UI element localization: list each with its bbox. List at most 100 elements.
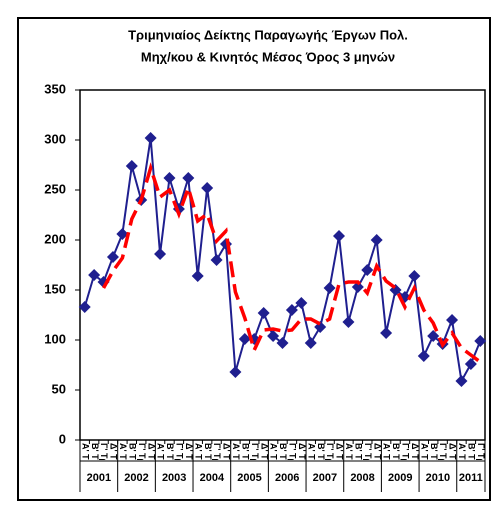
x-tick-label: Γ' Τρ. [99,443,109,467]
data-point [191,270,204,282]
y-tick-label: 150 [44,281,66,296]
data-point [229,366,242,378]
data-point [267,330,280,342]
data-point [427,330,440,342]
data-point [370,234,383,246]
year-label: 2007 [313,472,337,484]
year-label: 2005 [237,472,261,484]
x-tick-label: Β' Τρ. [316,443,326,468]
x-tick-label: Δ' Τρ. [297,443,307,468]
data-point [351,281,364,293]
x-tick-label: Γ' Τρ. [476,443,486,467]
x-tick-label: Α' Τρ. [419,443,429,468]
x-tick-label: Β' Τρ. [466,443,476,468]
data-point [163,172,176,184]
x-tick-label: Γ' Τρ. [438,443,448,467]
x-tick-label: Δ' Τρ. [372,443,382,468]
data-point [408,270,421,282]
plot-area [79,89,486,441]
x-tick-label: Δ' Τρ. [410,443,420,468]
x-tick-label: Β' Τρ. [353,443,363,468]
x-tick-label: Β' Τρ. [90,443,100,468]
x-tick-label: Δ' Τρ. [222,443,232,468]
x-tick-label: Γ' Τρ. [325,443,335,467]
data-point [276,337,289,349]
x-tick-label: Δ' Τρ. [259,443,269,468]
x-tick-label: Α' Τρ. [344,443,354,468]
x-tick-label: Α' Τρ. [118,443,128,468]
x-tick-label: Γ' Τρ. [250,443,260,467]
data-point [342,316,355,328]
data-point [182,172,195,184]
year-label: 2011 [459,472,483,484]
data-point [295,297,308,309]
data-point [125,160,138,172]
x-tick-label: Α' Τρ. [382,443,392,468]
data-point [323,282,336,294]
chart-frame [17,17,491,501]
data-point [304,337,317,349]
x-tick-label: Α' Τρ. [80,443,90,468]
y-tick-label: 200 [44,231,66,246]
year-label: 2009 [388,472,412,484]
data-point [78,301,91,313]
year-label: 2003 [162,472,186,484]
data-point [361,264,374,276]
x-tick-label: Α' Τρ. [193,443,203,468]
data-point [257,307,270,319]
x-tick-label: Α' Τρ. [306,443,316,468]
data-point [380,327,393,339]
data-point [210,254,223,266]
data-point [154,248,167,260]
x-tick-label: Γ' Τρ. [212,443,222,467]
data-point [446,314,459,326]
year-label: 2001 [87,472,111,484]
x-tick-label: Β' Τρ. [240,443,250,468]
y-tick-label: 100 [44,331,66,346]
chart-title: Μηχ/κου & Κινητός Μέσος Όρος 3 μηνών [141,49,395,64]
data-point [106,251,119,263]
y-tick-label: 350 [44,81,66,96]
x-tick-label: Β' Τρ. [165,443,175,468]
data-point [417,350,430,362]
chart-title: Τριμηνιαίος Δείκτης Παραγωγής Έργων Πολ. [128,27,408,42]
x-tick-label: Γ' Τρ. [175,443,185,467]
x-tick-label: Β' Τρ. [429,443,439,468]
data-point [116,228,129,240]
x-tick-label: Γ' Τρ. [137,443,147,467]
x-tick-label: Δ' Τρ. [184,443,194,468]
x-tick-label: Α' Τρ. [269,443,279,468]
y-tick-label: 50 [52,381,66,396]
year-label: 2006 [275,472,299,484]
x-tick-label: Δ' Τρ. [335,443,345,468]
x-tick-label: Γ' Τρ. [363,443,373,467]
year-label: 2002 [124,472,148,484]
x-tick-label: Δ' Τρ. [109,443,119,468]
data-point [333,230,346,242]
x-tick-label: Δ' Τρ. [146,443,156,468]
y-tick-label: 250 [44,181,66,196]
data-point [238,333,251,345]
data-point [474,335,487,347]
y-tick-label: 300 [44,131,66,146]
data-point [88,269,101,281]
year-label: 2008 [350,472,374,484]
data-point [285,304,298,316]
data-point [201,182,214,194]
moving-average-line [102,162,482,364]
x-tick-label: Β' Τρ. [203,443,213,468]
category-labels: Α' Τρ. Β' Τρ. Γ' Τρ. Δ' Τρ. Α' Τρ. Β' Τρ. Γ' Τ… [80,443,486,468]
x-tick-label: Β' Τρ. [391,443,401,468]
x-tick-label: Δ' Τρ. [448,443,458,468]
year-label: 2004 [200,472,225,484]
data-point [455,375,468,387]
x-tick-label: Α' Τρ. [231,443,241,468]
x-tick-label: Β' Τρ. [278,443,288,468]
x-tick-label: Β' Τρ. [127,443,137,468]
x-tick-label: Α' Τρ. [457,443,467,468]
year-label: 2010 [426,472,450,484]
x-tick-label: Γ' Τρ. [288,443,298,467]
x-tick-label: Γ' Τρ. [401,443,411,467]
y-tick-label: 0 [59,431,66,446]
